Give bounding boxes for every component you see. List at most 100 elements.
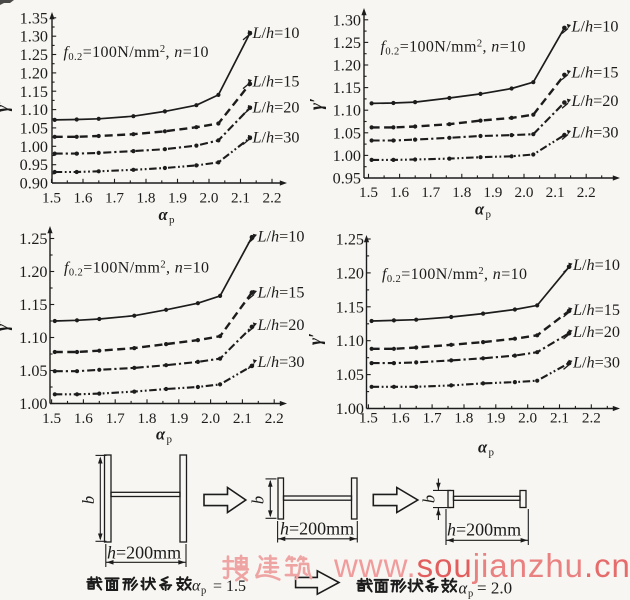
svg-text:γ′: γ′ <box>306 98 326 110</box>
svg-text:f0.2=100N/mm2, n=10: f0.2=100N/mm2, n=10 <box>64 260 209 279</box>
svg-text:L/h=30: L/h=30 <box>572 353 620 371</box>
svg-text:p: p <box>486 209 492 221</box>
svg-text:2.2: 2.2 <box>265 410 284 427</box>
svg-text:L/h=20: L/h=20 <box>571 92 619 110</box>
svg-text:L/h=15: L/h=15 <box>257 284 305 302</box>
svg-text:1.9: 1.9 <box>483 184 502 201</box>
svg-text:b: b <box>420 495 439 503</box>
svg-text:1.05: 1.05 <box>336 366 364 384</box>
svg-text:1.5: 1.5 <box>359 410 378 427</box>
svg-text:1.6: 1.6 <box>74 190 93 207</box>
svg-text:2.1: 2.1 <box>233 410 252 427</box>
svg-text:1.15: 1.15 <box>19 296 47 314</box>
svg-text:L/h=30: L/h=30 <box>257 353 305 371</box>
svg-text:p: p <box>201 586 206 597</box>
svg-text:1.9: 1.9 <box>486 410 505 427</box>
svg-text:1.05: 1.05 <box>19 362 47 380</box>
svg-text:= 2.0: = 2.0 <box>477 579 512 598</box>
svg-text:www.soujianzhu.cn: www.soujianzhu.cn <box>333 547 630 584</box>
svg-text:2.2: 2.2 <box>582 410 601 427</box>
svg-text:L/h=10: L/h=10 <box>257 227 305 245</box>
svg-text:L/h=10: L/h=10 <box>571 18 619 36</box>
svg-text:0.90: 0.90 <box>20 175 48 193</box>
svg-text:L/h=10: L/h=10 <box>252 24 300 42</box>
svg-text:γ′: γ′ <box>0 100 12 112</box>
svg-text:f0.2=100N/mm2, n=10: f0.2=100N/mm2, n=10 <box>382 266 527 285</box>
svg-text:1.5: 1.5 <box>42 190 61 207</box>
svg-text:p: p <box>169 214 175 226</box>
svg-text:1.30: 1.30 <box>20 28 48 46</box>
svg-text:1.20: 1.20 <box>19 263 47 281</box>
svg-text:1.8: 1.8 <box>138 410 157 427</box>
svg-text:1.8: 1.8 <box>454 410 473 427</box>
svg-text:1.5: 1.5 <box>42 410 61 427</box>
svg-text:γ′: γ′ <box>305 333 325 345</box>
svg-text:L/h=20: L/h=20 <box>252 99 300 117</box>
svg-text:1.7: 1.7 <box>106 410 125 427</box>
svg-text:1.00: 1.00 <box>333 147 361 165</box>
svg-text:1.25: 1.25 <box>336 231 364 249</box>
svg-text:1.30: 1.30 <box>333 11 361 29</box>
svg-text:2.1: 2.1 <box>550 410 569 427</box>
svg-text:h=200mm: h=200mm <box>447 520 521 540</box>
svg-text:1.9: 1.9 <box>169 410 188 427</box>
svg-text:1.6: 1.6 <box>391 410 410 427</box>
svg-text:1.05: 1.05 <box>333 124 361 142</box>
svg-text:1.10: 1.10 <box>333 102 361 120</box>
svg-text:1.9: 1.9 <box>168 190 187 207</box>
svg-text:L/h=15: L/h=15 <box>572 301 620 319</box>
svg-text:2.2: 2.2 <box>263 190 282 207</box>
svg-text:L/h=15: L/h=15 <box>571 64 619 82</box>
svg-text:L/h=10: L/h=10 <box>572 256 620 274</box>
svg-text:α: α <box>156 425 166 444</box>
svg-text:1.05: 1.05 <box>20 119 48 137</box>
svg-text:α: α <box>459 579 468 598</box>
svg-text:h=200mm: h=200mm <box>280 519 354 539</box>
svg-text:2.2: 2.2 <box>577 184 596 201</box>
svg-text:L/h=30: L/h=30 <box>252 129 300 147</box>
svg-text:= 1.5: = 1.5 <box>213 578 246 595</box>
svg-text:1.7: 1.7 <box>421 184 440 201</box>
svg-text:f0.2=100N/mm2, n=10: f0.2=100N/mm2, n=10 <box>381 39 526 58</box>
svg-text:1.15: 1.15 <box>333 79 361 97</box>
svg-text:1.7: 1.7 <box>423 410 442 427</box>
svg-text:1.10: 1.10 <box>336 332 364 350</box>
svg-text:2.0: 2.0 <box>515 184 534 201</box>
svg-text:1.6: 1.6 <box>390 184 409 201</box>
svg-text:1.00: 1.00 <box>19 395 47 413</box>
svg-text:1.20: 1.20 <box>20 64 48 82</box>
svg-text:h=200mm: h=200mm <box>107 543 181 563</box>
svg-text:α: α <box>159 205 169 224</box>
svg-text:p: p <box>489 447 495 459</box>
svg-text:1.15: 1.15 <box>336 298 364 316</box>
svg-text:α: α <box>475 200 485 219</box>
svg-text:L/h=20: L/h=20 <box>572 323 620 341</box>
svg-text:1.25: 1.25 <box>333 34 361 52</box>
svg-text:1.25: 1.25 <box>19 230 47 248</box>
svg-text:0.95: 0.95 <box>20 156 48 174</box>
svg-text:p: p <box>167 434 173 446</box>
svg-text:1.8: 1.8 <box>452 184 471 201</box>
svg-text:0.95: 0.95 <box>333 170 361 188</box>
svg-text:1.00: 1.00 <box>336 400 364 418</box>
svg-text:1.8: 1.8 <box>137 190 156 207</box>
svg-text:1.5: 1.5 <box>359 184 378 201</box>
svg-text:1.7: 1.7 <box>105 190 124 207</box>
svg-text:b: b <box>79 496 98 504</box>
svg-text:1.35: 1.35 <box>20 9 48 27</box>
svg-text:1.20: 1.20 <box>333 57 361 75</box>
svg-text:2.0: 2.0 <box>200 190 219 207</box>
svg-text:L/h=15: L/h=15 <box>252 73 300 91</box>
svg-text:2.0: 2.0 <box>201 410 220 427</box>
svg-text:γ′: γ′ <box>0 319 12 331</box>
svg-text:α: α <box>478 438 488 457</box>
svg-text:2.0: 2.0 <box>518 410 537 427</box>
svg-text:2.1: 2.1 <box>231 190 250 207</box>
svg-text:1.6: 1.6 <box>74 410 93 427</box>
svg-text:1.00: 1.00 <box>20 138 48 156</box>
svg-text:α: α <box>192 578 201 595</box>
svg-text:f0.2=100N/mm2, n=10: f0.2=100N/mm2, n=10 <box>64 44 209 63</box>
svg-text:p: p <box>468 589 473 600</box>
svg-text:1.10: 1.10 <box>20 101 48 119</box>
svg-text:1.10: 1.10 <box>19 329 47 347</box>
